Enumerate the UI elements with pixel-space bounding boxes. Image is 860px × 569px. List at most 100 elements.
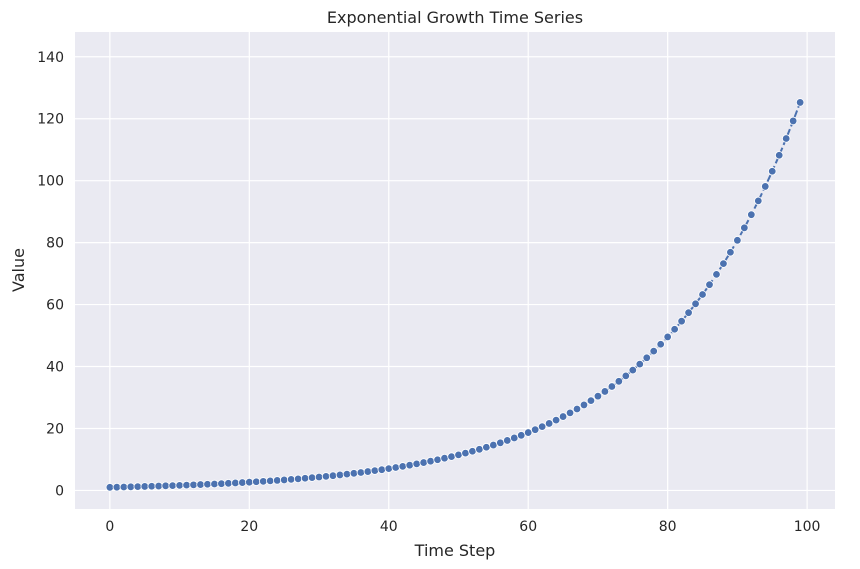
data-point <box>266 476 275 486</box>
data-point <box>510 433 519 443</box>
y-tick-label: 120 <box>37 112 64 128</box>
data-point <box>147 482 156 491</box>
y-tick-label: 0 <box>55 483 64 499</box>
x-tick-label: 20 <box>240 519 258 535</box>
y-tick-label: 60 <box>46 298 64 314</box>
data-point <box>537 422 547 431</box>
y-axis-title: Value <box>9 248 28 292</box>
data-point <box>593 391 603 401</box>
data-point <box>656 340 665 349</box>
data-point <box>259 477 268 486</box>
y-tick-label: 80 <box>46 236 64 252</box>
data-point <box>572 404 582 414</box>
data-point <box>119 482 129 492</box>
data-point <box>489 440 498 450</box>
y-tick-label: 20 <box>46 421 64 437</box>
data-point <box>517 431 526 440</box>
x-tick-label: 60 <box>519 519 537 535</box>
data-point <box>405 460 414 470</box>
tick-labels: 0 20 40 60 80 100 0 20 40 60 80 100 120 140 <box>37 50 820 535</box>
data-point <box>335 470 345 480</box>
data-point <box>788 116 798 126</box>
data-point <box>224 479 233 488</box>
data-point <box>461 448 470 458</box>
data-point <box>503 436 512 445</box>
x-tick-label: 40 <box>380 519 398 535</box>
data-point <box>300 474 310 483</box>
data-point <box>307 473 317 482</box>
data-point <box>614 377 624 386</box>
data-point <box>279 475 289 485</box>
data-point <box>342 469 352 479</box>
data-point <box>203 480 212 489</box>
data-point <box>579 400 589 410</box>
data-point <box>649 346 658 356</box>
data-point <box>231 478 240 488</box>
data-point <box>293 474 303 484</box>
data-point <box>600 387 610 396</box>
data-point <box>642 353 651 362</box>
data-point <box>398 462 407 471</box>
data-point <box>775 151 784 160</box>
data-point <box>705 280 714 289</box>
data-point <box>719 259 728 268</box>
data-point <box>175 481 184 490</box>
data-point <box>530 425 540 434</box>
data-point <box>314 472 324 482</box>
data-point <box>217 479 226 488</box>
data-point <box>105 483 115 492</box>
data-point <box>740 223 749 233</box>
data-point <box>482 443 491 452</box>
data-point <box>747 210 756 219</box>
data-point <box>712 270 721 279</box>
data-point <box>524 428 533 437</box>
data-point <box>761 182 770 191</box>
data-point <box>245 478 254 487</box>
data-point <box>161 481 170 491</box>
data-point <box>391 463 400 472</box>
data-point <box>440 454 449 463</box>
data-point <box>356 468 366 477</box>
data-point <box>182 480 191 490</box>
x-axis-title: Time Step <box>414 541 496 560</box>
data-point <box>621 371 631 381</box>
data-point <box>607 382 617 391</box>
data-point <box>321 472 331 481</box>
data-point <box>670 325 679 334</box>
data-point <box>691 299 700 308</box>
y-tick-label: 140 <box>37 50 64 66</box>
data-point <box>210 479 219 489</box>
data-point <box>698 290 707 299</box>
data-point <box>189 480 198 490</box>
data-point <box>426 457 435 466</box>
plot-background <box>75 32 835 509</box>
data-point <box>433 455 442 464</box>
data-point <box>768 167 777 176</box>
data-point <box>586 396 596 405</box>
data-point <box>273 476 282 485</box>
data-point <box>286 475 296 484</box>
data-point <box>454 450 463 460</box>
data-point <box>663 332 672 342</box>
data-point <box>419 458 428 467</box>
data-point <box>252 477 261 486</box>
data-point <box>447 452 456 461</box>
data-point <box>377 465 386 474</box>
data-point <box>733 236 742 245</box>
data-point <box>363 467 373 476</box>
data-point <box>544 419 554 428</box>
data-point <box>126 482 135 492</box>
data-point <box>154 481 163 491</box>
data-point <box>468 447 477 456</box>
data-point <box>795 98 805 107</box>
data-point <box>112 482 122 492</box>
data-point <box>496 438 505 448</box>
data-point <box>558 412 568 421</box>
data-point <box>328 471 338 480</box>
data-point <box>196 480 205 489</box>
x-tick-label: 80 <box>659 519 677 535</box>
data-point <box>781 134 791 143</box>
data-point <box>384 464 393 473</box>
data-point <box>140 482 149 491</box>
